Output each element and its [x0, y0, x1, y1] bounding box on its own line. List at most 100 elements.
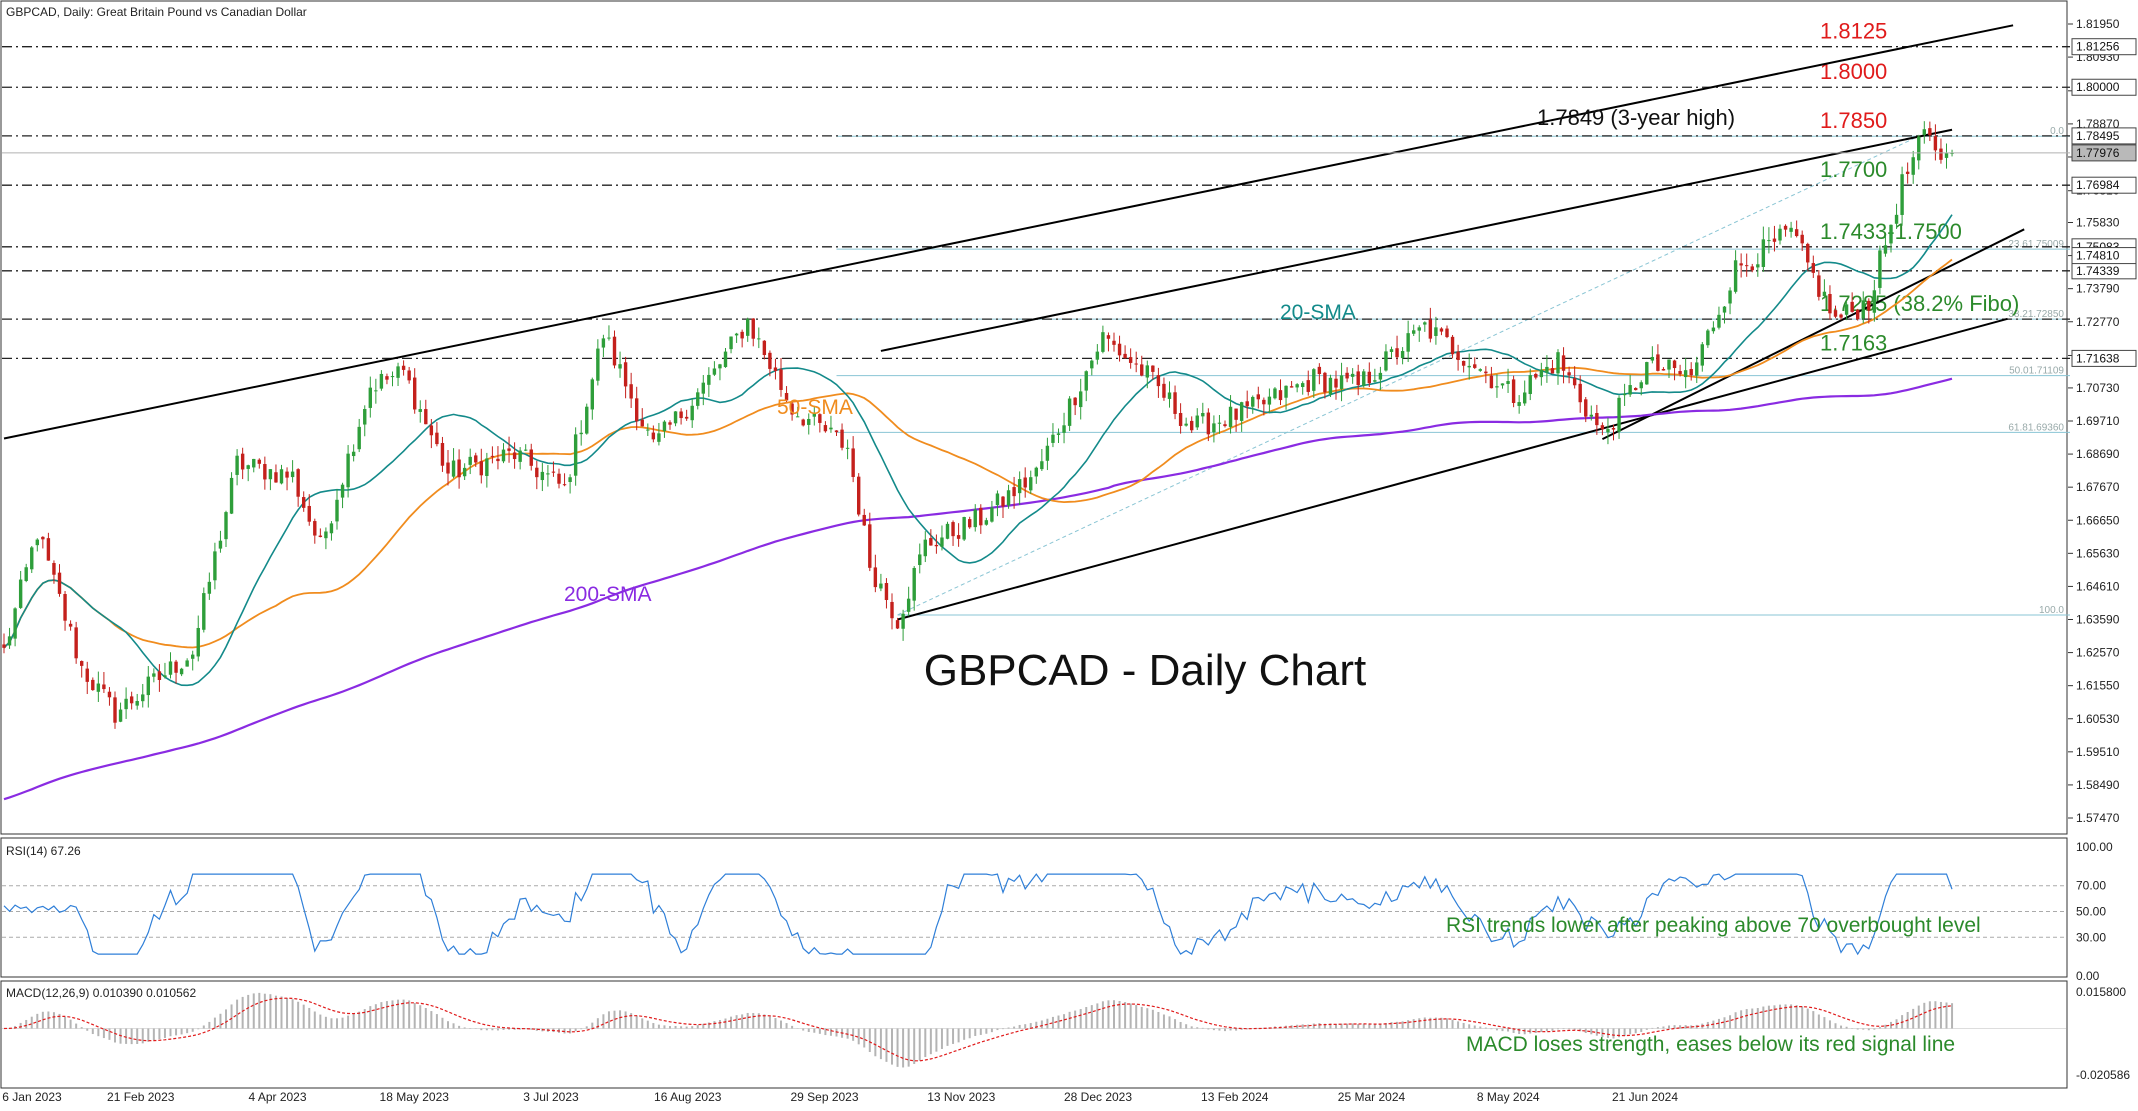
x-tick-label: 29 Sep 2023 — [790, 1090, 858, 1104]
candle-body — [573, 434, 578, 476]
candle-body — [1400, 351, 1405, 359]
candle-body — [1134, 363, 1138, 365]
candle-body — [1317, 366, 1322, 375]
candle-body — [1345, 372, 1349, 379]
candle-body — [462, 467, 467, 477]
candle-body — [1589, 414, 1593, 417]
candle-body — [1639, 382, 1643, 389]
candle-body — [490, 455, 495, 457]
candle-body — [1556, 352, 1560, 374]
macd-y-tick-label: 0.015800 — [2076, 985, 2126, 999]
candle-body — [1922, 129, 1926, 135]
sma20-line — [3, 214, 1953, 687]
candle-body — [1439, 328, 1444, 332]
candle-body — [252, 458, 256, 468]
macd-header: MACD(12,26,9) 0.010390 0.010562 — [6, 986, 196, 1000]
candle-body — [296, 469, 300, 497]
candle-body — [1900, 174, 1904, 215]
candle-body — [85, 668, 89, 682]
candle-body — [451, 460, 456, 477]
candle-body — [1733, 260, 1738, 292]
candle-body — [1578, 383, 1582, 403]
candle-body — [1883, 245, 1888, 254]
candle-body — [413, 377, 417, 410]
candle-body — [1312, 369, 1316, 391]
price-tag-label: 1.81256 — [2076, 40, 2120, 54]
candle-body — [1006, 490, 1011, 506]
candle-body — [374, 390, 378, 392]
candle-body — [1800, 234, 1804, 244]
candle-body — [790, 403, 794, 415]
candle-body — [679, 411, 683, 419]
candle-body — [945, 523, 950, 539]
candle-body — [1289, 386, 1294, 388]
candle-body — [485, 458, 489, 477]
candle-body — [1184, 423, 1188, 426]
candle-body — [385, 376, 389, 380]
candle-body — [152, 673, 156, 677]
candle-body — [185, 660, 189, 667]
y-tick-label: 1.69710 — [2076, 414, 2120, 428]
candle-body — [1239, 402, 1244, 421]
candle-body — [91, 679, 95, 691]
candle-body — [102, 684, 106, 690]
candle-body — [307, 505, 311, 522]
candle-body — [168, 661, 173, 675]
candle-body — [968, 519, 972, 528]
candle-body — [607, 337, 611, 339]
candle-body — [468, 456, 472, 465]
candle-body — [302, 497, 306, 508]
candle-body — [1251, 396, 1255, 407]
x-tick-label: 21 Feb 2023 — [107, 1090, 175, 1104]
rsi-header: RSI(14) 67.26 — [6, 844, 81, 858]
candle-body — [1001, 496, 1005, 507]
candle-body — [768, 352, 772, 369]
candle-body — [784, 393, 789, 401]
candle-body — [1262, 399, 1266, 405]
candle-body — [324, 531, 328, 539]
candle-body — [1156, 375, 1161, 387]
candle-body — [1295, 384, 1299, 388]
candle-body — [1783, 225, 1788, 230]
rsi-annotation: RSI trends lower after peaking above 70 … — [1446, 914, 1981, 937]
x-tick-label: 4 Apr 2023 — [248, 1090, 306, 1104]
candle-body — [823, 425, 828, 432]
candle-body — [290, 471, 295, 478]
candle-body — [202, 593, 206, 630]
candle-body — [1367, 371, 1371, 384]
candle-body — [1511, 379, 1516, 403]
candle-body — [1256, 394, 1260, 400]
candle-body — [746, 319, 750, 336]
y-tick-label: 1.63590 — [2076, 613, 2120, 627]
candle-body — [1523, 392, 1527, 404]
candle-body — [918, 554, 922, 566]
candle-body — [1772, 238, 1777, 242]
candle-body — [984, 520, 989, 525]
candle-body — [751, 318, 755, 339]
macd-y-tick-label: -0.020586 — [2076, 1068, 2130, 1082]
candle-body — [179, 668, 184, 675]
y-tick-label: 1.61550 — [2076, 679, 2120, 693]
candle-body — [1844, 304, 1849, 315]
candle-body — [1012, 487, 1016, 497]
level-label: 1.7163 — [1820, 330, 1887, 355]
fibo-label: 0.0 — [2050, 126, 2064, 137]
macd-annotation: MACD loses strength, eases below its red… — [1466, 1033, 1955, 1056]
fibo-diagonal — [897, 135, 1919, 616]
candle-body — [1506, 381, 1510, 384]
candle-body — [729, 336, 733, 350]
x-tick-label: 13 Nov 2023 — [927, 1090, 995, 1104]
candle-body — [673, 411, 678, 424]
candle-body — [1928, 128, 1932, 136]
candle-body — [1101, 332, 1105, 352]
candle-body — [773, 367, 778, 372]
x-tick-label: 25 Mar 2024 — [1338, 1090, 1406, 1104]
y-tick-label: 1.62570 — [2076, 646, 2120, 660]
candle-body — [629, 384, 633, 399]
candle-body — [601, 338, 606, 348]
sma50-line — [3, 258, 1953, 649]
candle-body — [1739, 263, 1743, 266]
candle-body — [407, 370, 411, 381]
candle-body — [1572, 378, 1577, 386]
candle-body — [1461, 360, 1466, 366]
